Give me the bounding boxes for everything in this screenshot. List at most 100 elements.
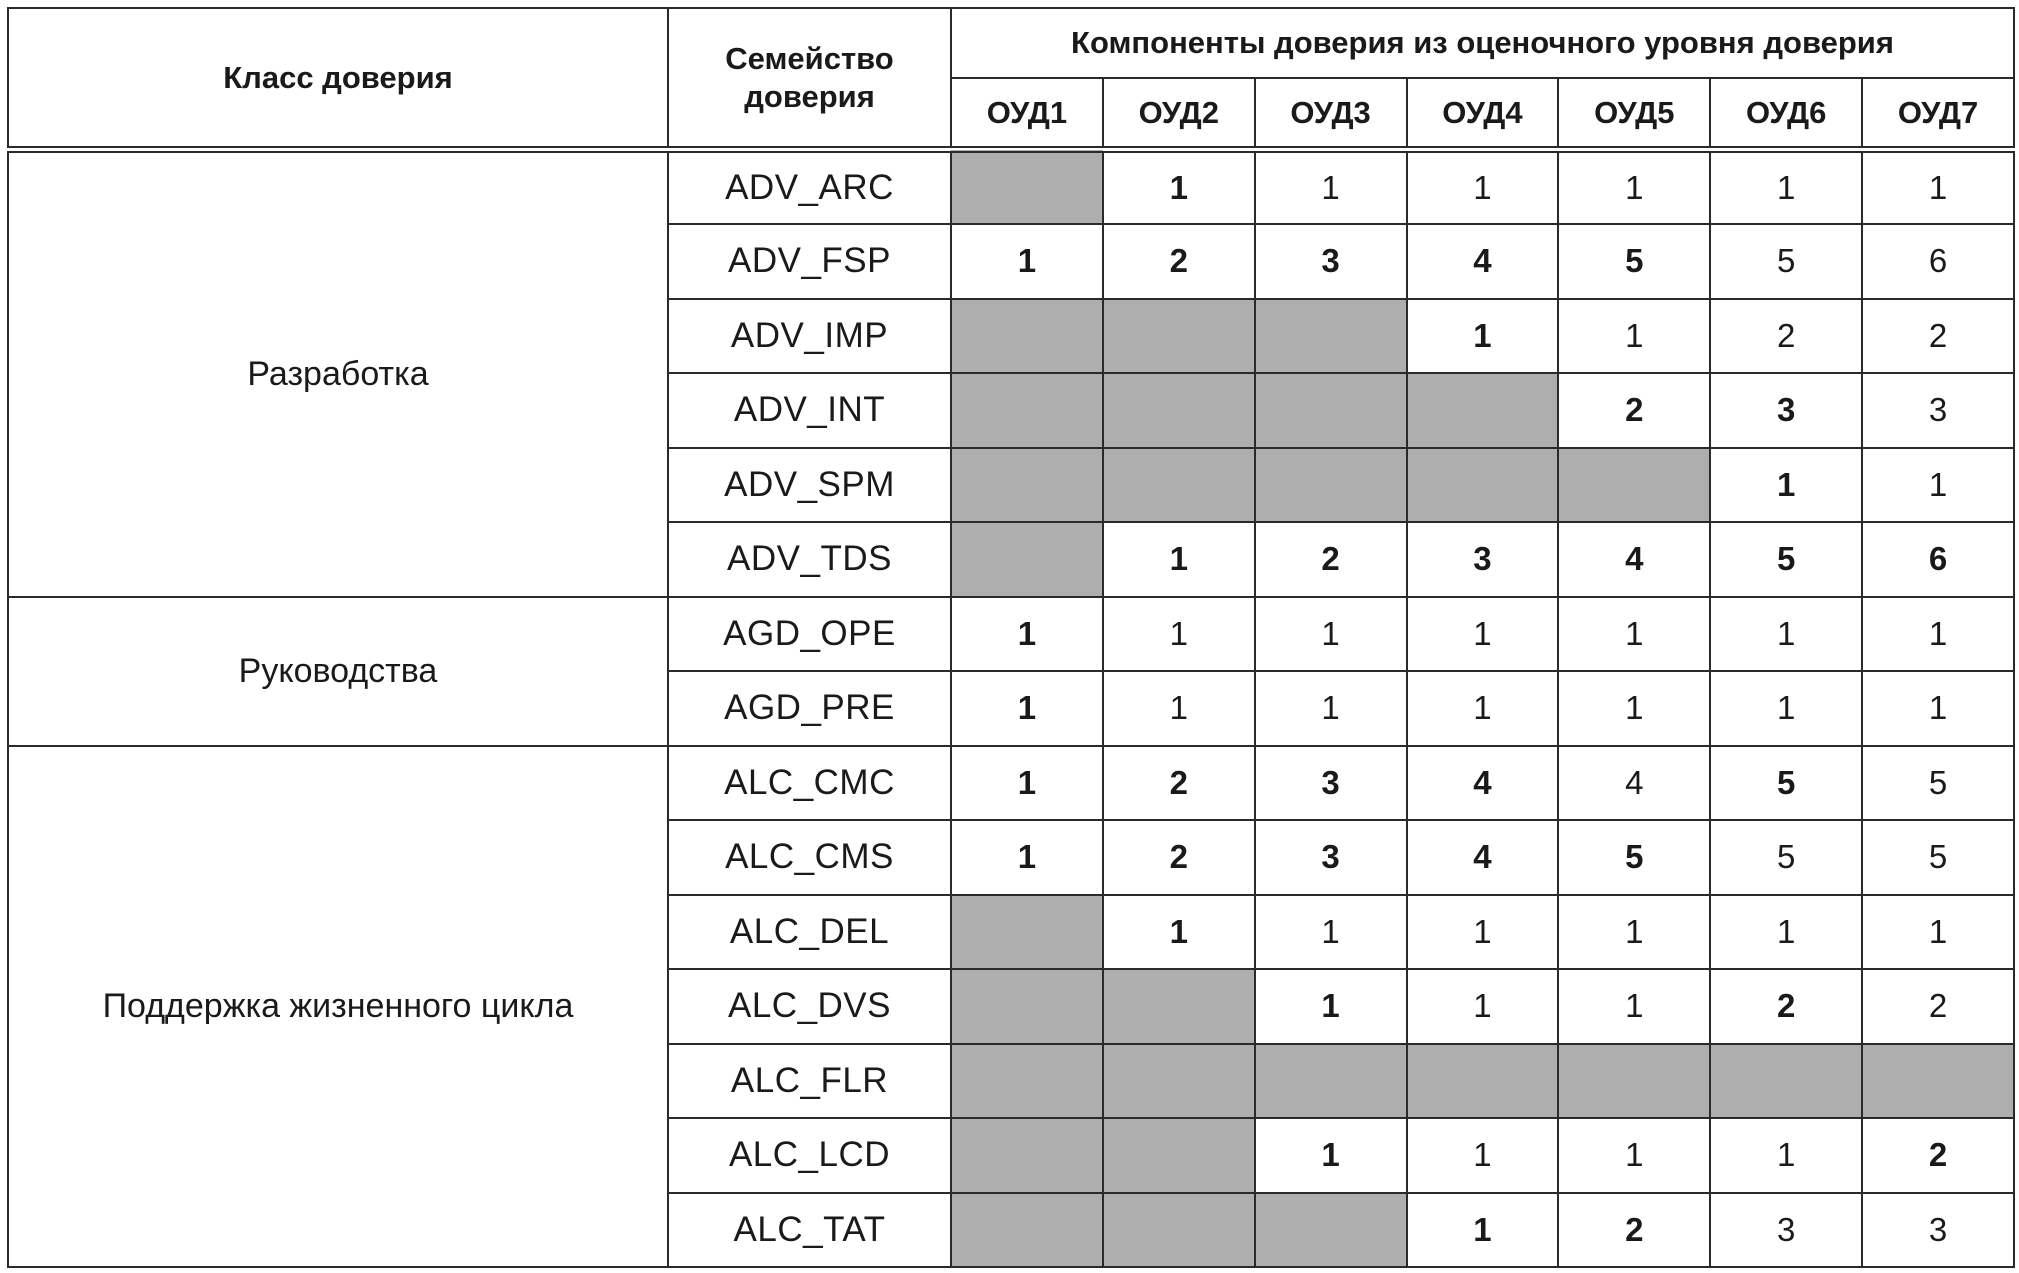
level-component-cell: 4: [1405, 819, 1560, 896]
empty-level-cell: [1861, 1042, 2015, 1119]
empty-level-cell: [1405, 1042, 1560, 1119]
level-component-cell: 3: [1709, 372, 1864, 449]
level-component-cell: 3: [1253, 819, 1408, 896]
level-component-cell: 1: [950, 670, 1104, 747]
assurance-family-cell: AGD_PRE: [667, 670, 952, 747]
empty-level-cell: [1101, 372, 1256, 449]
level-component-cell: 5: [1557, 223, 1712, 300]
table-row: ALC_DVS 1 1 1 2 2: [8, 968, 2015, 1045]
empty-level-cell: [950, 372, 1104, 449]
level-component-cell: 1: [1253, 595, 1408, 672]
level-component-cell: 3: [1861, 1191, 2015, 1268]
level-component-cell: 3: [1709, 1191, 1864, 1268]
level-component-cell: 1: [1709, 446, 1864, 523]
assurance-family-cell: ADV_INT: [667, 372, 952, 449]
table-row: ADV_INT 2 3 3: [8, 372, 2015, 449]
level-component-cell: 1: [1709, 146, 1864, 225]
level-component-cell: 1: [1405, 670, 1560, 747]
level-component-cell: 1: [1405, 1117, 1560, 1194]
level-component-cell: 1: [1253, 968, 1408, 1045]
level-component-cell: 3: [1405, 521, 1560, 598]
table-header: Класс доверия Семейство доверия Компонен…: [7, 7, 2015, 151]
empty-level-cell: [950, 1042, 1104, 1119]
empty-level-cell: [950, 968, 1104, 1045]
level-component-cell: 2: [1253, 521, 1408, 598]
level-component-cell: 1: [1557, 1117, 1712, 1194]
level-component-cell: 1: [1557, 595, 1712, 672]
level-component-cell: 1: [1405, 1191, 1560, 1268]
level-component-cell: 2: [1101, 819, 1256, 896]
level-component-cell: 1: [1405, 146, 1560, 225]
assurance-family-cell: ADV_ARC: [667, 146, 952, 225]
table-row: ADV_IMP 1 1 2 2: [8, 297, 2015, 374]
level-component-cell: 1: [1101, 670, 1256, 747]
header-level-2: ОУД2: [1101, 77, 1256, 151]
empty-level-cell: [950, 297, 1104, 374]
assurance-class-cell: Руководства: [7, 595, 669, 747]
level-component-cell: 2: [1709, 297, 1864, 374]
empty-level-cell: [1101, 1117, 1256, 1194]
assurance-family-cell: AGD_OPE: [667, 595, 952, 672]
level-component-cell: 1: [1557, 893, 1712, 970]
empty-level-cell: [1101, 297, 1256, 374]
assurance-family-cell: ALC_CMC: [667, 744, 952, 821]
table-row: ADV_SPM 1 1: [8, 446, 2015, 523]
table-row: ADV_FSP 1 2 3 4 5 5 6: [8, 223, 2015, 300]
empty-level-cell: [1709, 1042, 1864, 1119]
level-component-cell: 4: [1557, 521, 1712, 598]
level-component-cell: 1: [1405, 968, 1560, 1045]
empty-level-cell: [1253, 372, 1408, 449]
level-component-cell: 4: [1405, 223, 1560, 300]
empty-level-cell: [1557, 1042, 1712, 1119]
level-component-cell: 1: [1861, 146, 2015, 225]
empty-level-cell: [1253, 1042, 1408, 1119]
empty-level-cell: [1101, 446, 1256, 523]
empty-level-cell: [1405, 446, 1560, 523]
level-component-cell: 2: [1861, 968, 2015, 1045]
level-component-cell: 6: [1861, 223, 2015, 300]
table-row: Разработка ADV_ARC 1 1 1 1 1 1: [7, 146, 2015, 598]
level-component-cell: 1: [1101, 521, 1256, 598]
level-component-cell: 1: [1405, 893, 1560, 970]
table-row: AGD_PRE 1 1 1 1 1 1 1: [8, 670, 2015, 747]
header-level-1: ОУД1: [950, 77, 1104, 151]
level-component-cell: 4: [1557, 744, 1712, 821]
assurance-class-cell: Разработка: [7, 146, 669, 598]
empty-level-cell: [1253, 446, 1408, 523]
level-component-cell: 3: [1253, 223, 1408, 300]
table-row: ALC_FLR: [8, 1042, 2015, 1119]
level-component-cell: 1: [1709, 893, 1864, 970]
empty-level-cell: [950, 146, 1104, 225]
level-component-cell: 2: [1101, 744, 1256, 821]
level-component-cell: 1: [1101, 595, 1256, 672]
assurance-family-cell: ALC_LCD: [667, 1117, 952, 1194]
level-component-cell: 2: [1861, 297, 2015, 374]
empty-level-cell: [1253, 297, 1408, 374]
level-component-cell: 1: [1253, 146, 1408, 225]
level-component-cell: 1: [1557, 146, 1712, 225]
assurance-family-cell: ALC_DVS: [667, 968, 952, 1045]
assurance-family-cell: ALC_DEL: [667, 893, 952, 970]
level-component-cell: 5: [1709, 223, 1864, 300]
assurance-family-cell: ALC_CMS: [667, 819, 952, 896]
empty-level-cell: [950, 1191, 1104, 1268]
level-component-cell: 5: [1861, 744, 2015, 821]
header-components: Компоненты доверия из оценочного уровня …: [950, 7, 2015, 79]
level-component-cell: 5: [1709, 744, 1864, 821]
level-component-cell: 1: [1405, 595, 1560, 672]
table-row: ADV_TDS 1 2 3 4 5 6: [8, 521, 2015, 598]
header-levels-row: ОУД1 ОУД2 ОУД3 ОУД4 ОУД5 ОУД6 ОУД7: [8, 77, 2015, 151]
level-component-cell: 1: [1861, 670, 2015, 747]
level-component-cell: 1: [1101, 146, 1256, 225]
level-component-cell: 1: [1557, 297, 1712, 374]
assurance-family-cell: ALC_FLR: [667, 1042, 952, 1119]
header-assurance-class: Класс доверия: [7, 7, 669, 151]
empty-level-cell: [1101, 968, 1256, 1045]
level-component-cell: 2: [1101, 223, 1256, 300]
table-row: ALC_DEL 1 1 1 1 1 1: [8, 893, 2015, 970]
level-component-cell: 6: [1861, 521, 2015, 598]
header-level-4: ОУД4: [1405, 77, 1560, 151]
table-row: Поддержка жизненного цикла ALC_CMC 1 2 3 4 4 5 5: [7, 744, 2015, 1268]
table-row: ALC_TAT 1 2 3 3: [8, 1191, 2015, 1268]
level-component-cell: 5: [1861, 819, 2015, 896]
